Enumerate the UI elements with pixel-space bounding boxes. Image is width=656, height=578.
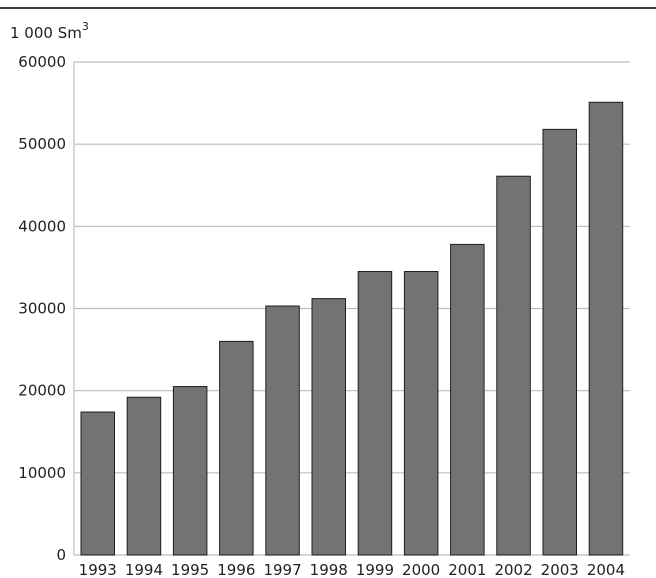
bar-1997	[265, 305, 300, 556]
y-tick-label: 50000	[18, 135, 66, 153]
x-tick-label: 1993	[79, 561, 117, 578]
bar-2004	[588, 101, 624, 556]
y-axis-unit-base: 1 000 Sm	[10, 24, 82, 42]
y-tick-label: 40000	[18, 217, 66, 235]
x-tick-label: 1995	[171, 561, 209, 578]
y-axis-unit-label: 1 000 Sm3	[10, 20, 89, 42]
bar-1994	[126, 396, 162, 556]
x-tick-label: 2002	[494, 561, 532, 578]
x-tick-label: 2000	[402, 561, 440, 578]
bars-layer	[80, 101, 624, 556]
y-axis-unit-superscript: 3	[82, 20, 89, 33]
x-tick-label: 2004	[587, 561, 625, 578]
bar-2002	[496, 175, 531, 556]
bar-2000	[403, 271, 439, 556]
y-tick-labels: 0 10000 20000 30000 40000 50000 60000	[18, 53, 66, 564]
x-tick-label: 2003	[541, 561, 579, 578]
y-tick-label: 60000	[18, 53, 66, 71]
bar-1998	[311, 298, 346, 556]
y-tick-label: 10000	[18, 464, 66, 482]
y-tick-label: 30000	[18, 300, 66, 318]
y-tick-label: 20000	[18, 382, 66, 400]
bar-1996	[219, 340, 254, 556]
bar-1995	[172, 386, 208, 556]
y-tick-label: 0	[56, 546, 66, 564]
x-tick-label: 1994	[125, 561, 163, 578]
x-tick-label: 1998	[310, 561, 348, 578]
bar-1993	[80, 411, 115, 556]
x-tick-label: 2001	[448, 561, 486, 578]
x-tick-labels: 1993 1994 1995 1996 1997 1998 1999 2000 2001 2002…	[79, 561, 625, 578]
bar-2001	[450, 243, 485, 556]
grid-layer	[74, 61, 630, 474]
bar-1999	[357, 271, 393, 556]
x-tick-label: 1996	[217, 561, 255, 578]
bar-2003	[542, 128, 577, 556]
x-tick-label: 1997	[263, 561, 301, 578]
x-tick-label: 1999	[356, 561, 394, 578]
